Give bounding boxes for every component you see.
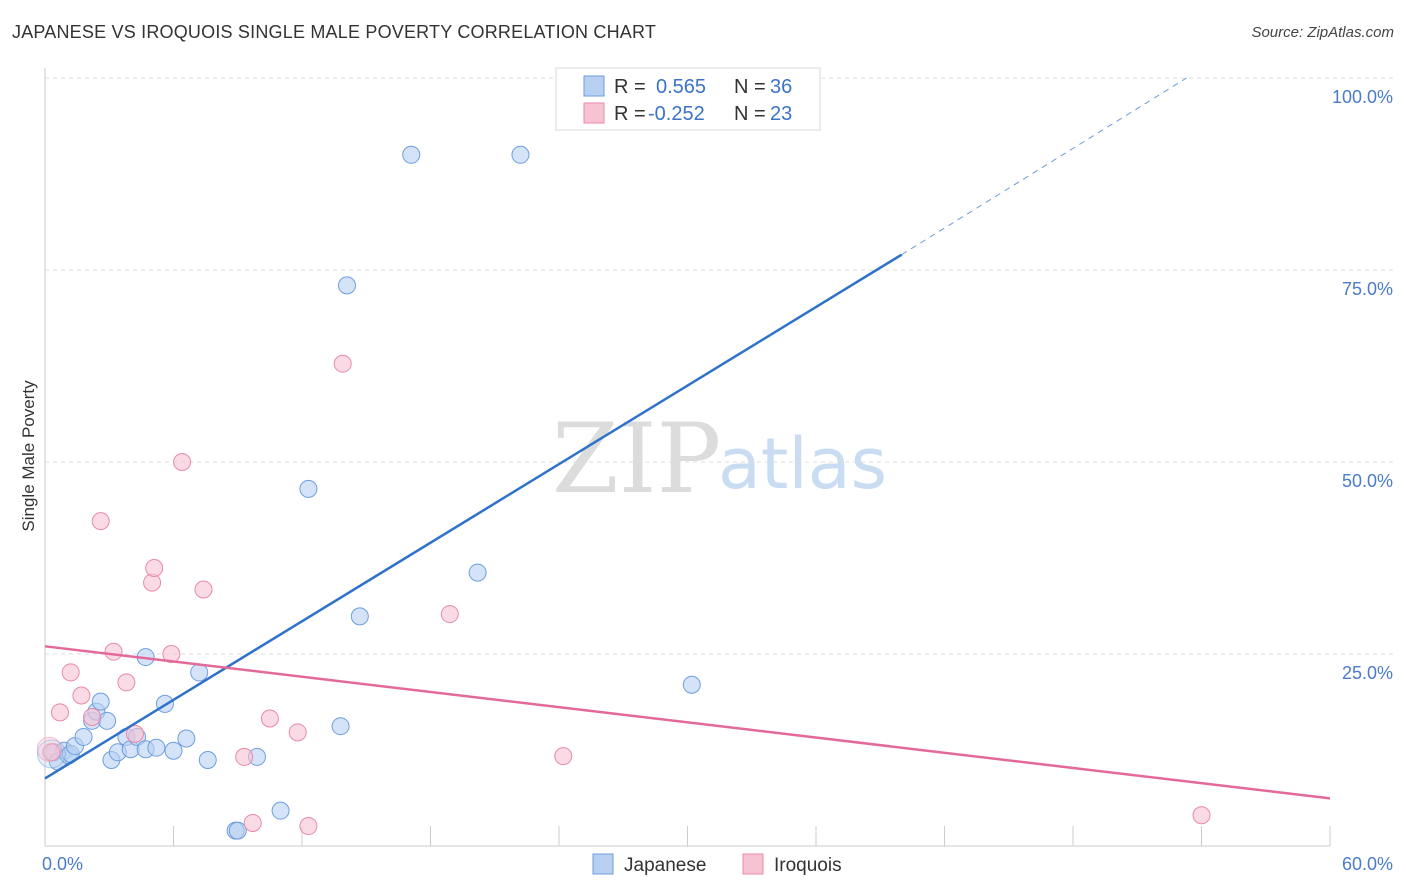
japanese-trend-extension <box>902 78 1187 255</box>
iroquois-point <box>195 581 212 598</box>
japanese-point <box>75 728 92 745</box>
japanese-point <box>351 608 368 625</box>
japanese-trend-line <box>45 255 902 779</box>
japanese-point <box>300 480 317 497</box>
iroquois-point <box>441 606 458 623</box>
y-tick-label: 75.0% <box>1342 279 1393 299</box>
watermark: ZIP atlas <box>552 403 887 515</box>
bottom-legend-iroquois: Iroquois <box>774 855 842 876</box>
iroquois-point <box>300 818 317 835</box>
series-legend: Japanese Iroquois <box>593 854 842 876</box>
japanese-point <box>403 146 420 163</box>
watermark-atlas: atlas <box>718 423 887 505</box>
bottom-legend-japanese: Japanese <box>624 855 706 876</box>
y-tick-label: 50.0% <box>1342 471 1393 491</box>
legend-r-value-iroquois: -0.252 <box>648 103 705 125</box>
legend-r-label-japanese: R = <box>614 76 646 98</box>
legend-r-label-iroquois: R = <box>614 103 646 125</box>
iroquois-point <box>174 454 191 471</box>
legend-n-value-japanese: 36 <box>770 76 792 98</box>
japanese-point <box>272 802 289 819</box>
japanese-point <box>512 146 529 163</box>
x-tick-label: 60.0% <box>1342 854 1393 874</box>
legend-n-value-iroquois: 23 <box>770 103 792 125</box>
bottom-legend-swatch-iroquois <box>743 854 763 874</box>
japanese-point <box>683 676 700 693</box>
iroquois-point <box>1193 807 1210 824</box>
bottom-legend-swatch-japanese <box>593 854 613 874</box>
legend-n-label-japanese: N = <box>734 76 766 98</box>
iroquois-point <box>62 664 79 681</box>
japanese-point <box>165 742 182 759</box>
y-tick-label: 25.0% <box>1342 663 1393 683</box>
japanese-point <box>229 822 246 839</box>
correlation-legend: R = 0.565 N = 36 R = -0.252 N = 23 <box>556 68 820 130</box>
iroquois-point <box>73 687 90 704</box>
legend-swatch-iroquois <box>584 103 604 123</box>
iroquois-point <box>92 513 109 530</box>
iroquois-trend-line <box>45 646 1330 798</box>
legend-r-value-japanese: 0.565 <box>656 76 706 98</box>
iroquois-point <box>555 748 572 765</box>
japanese-point <box>178 730 195 747</box>
y-axis-label: Single Male Poverty <box>19 380 38 532</box>
iroquois-point <box>118 674 135 691</box>
iroquois-point <box>84 708 101 725</box>
legend-swatch-japanese <box>584 76 604 96</box>
iroquois-point <box>261 710 278 727</box>
iroquois-point <box>289 724 306 741</box>
japanese-point <box>99 712 116 729</box>
japanese-point <box>338 277 355 294</box>
japanese-point <box>332 718 349 735</box>
iroquois-point <box>105 643 122 660</box>
iroquois-point <box>51 704 68 721</box>
iroquois-point <box>146 559 163 576</box>
iroquois-point <box>236 748 253 765</box>
y-tick-label: 100.0% <box>1332 87 1393 107</box>
watermark-zip: ZIP <box>552 403 721 515</box>
x-tick-label: 0.0% <box>42 854 83 874</box>
japanese-point <box>148 739 165 756</box>
japanese-point <box>469 564 486 581</box>
japanese-point <box>92 693 109 710</box>
scatter-plot: ZIP atlas 25.0% 50.0% 75.0% 100.0% 0.0% 60.0%… <box>0 0 1406 892</box>
iroquois-point-cluster <box>37 737 61 761</box>
iroquois-point <box>334 355 351 372</box>
legend-n-label-iroquois: N = <box>734 103 766 125</box>
iroquois-point <box>244 814 261 831</box>
japanese-point <box>199 751 216 768</box>
